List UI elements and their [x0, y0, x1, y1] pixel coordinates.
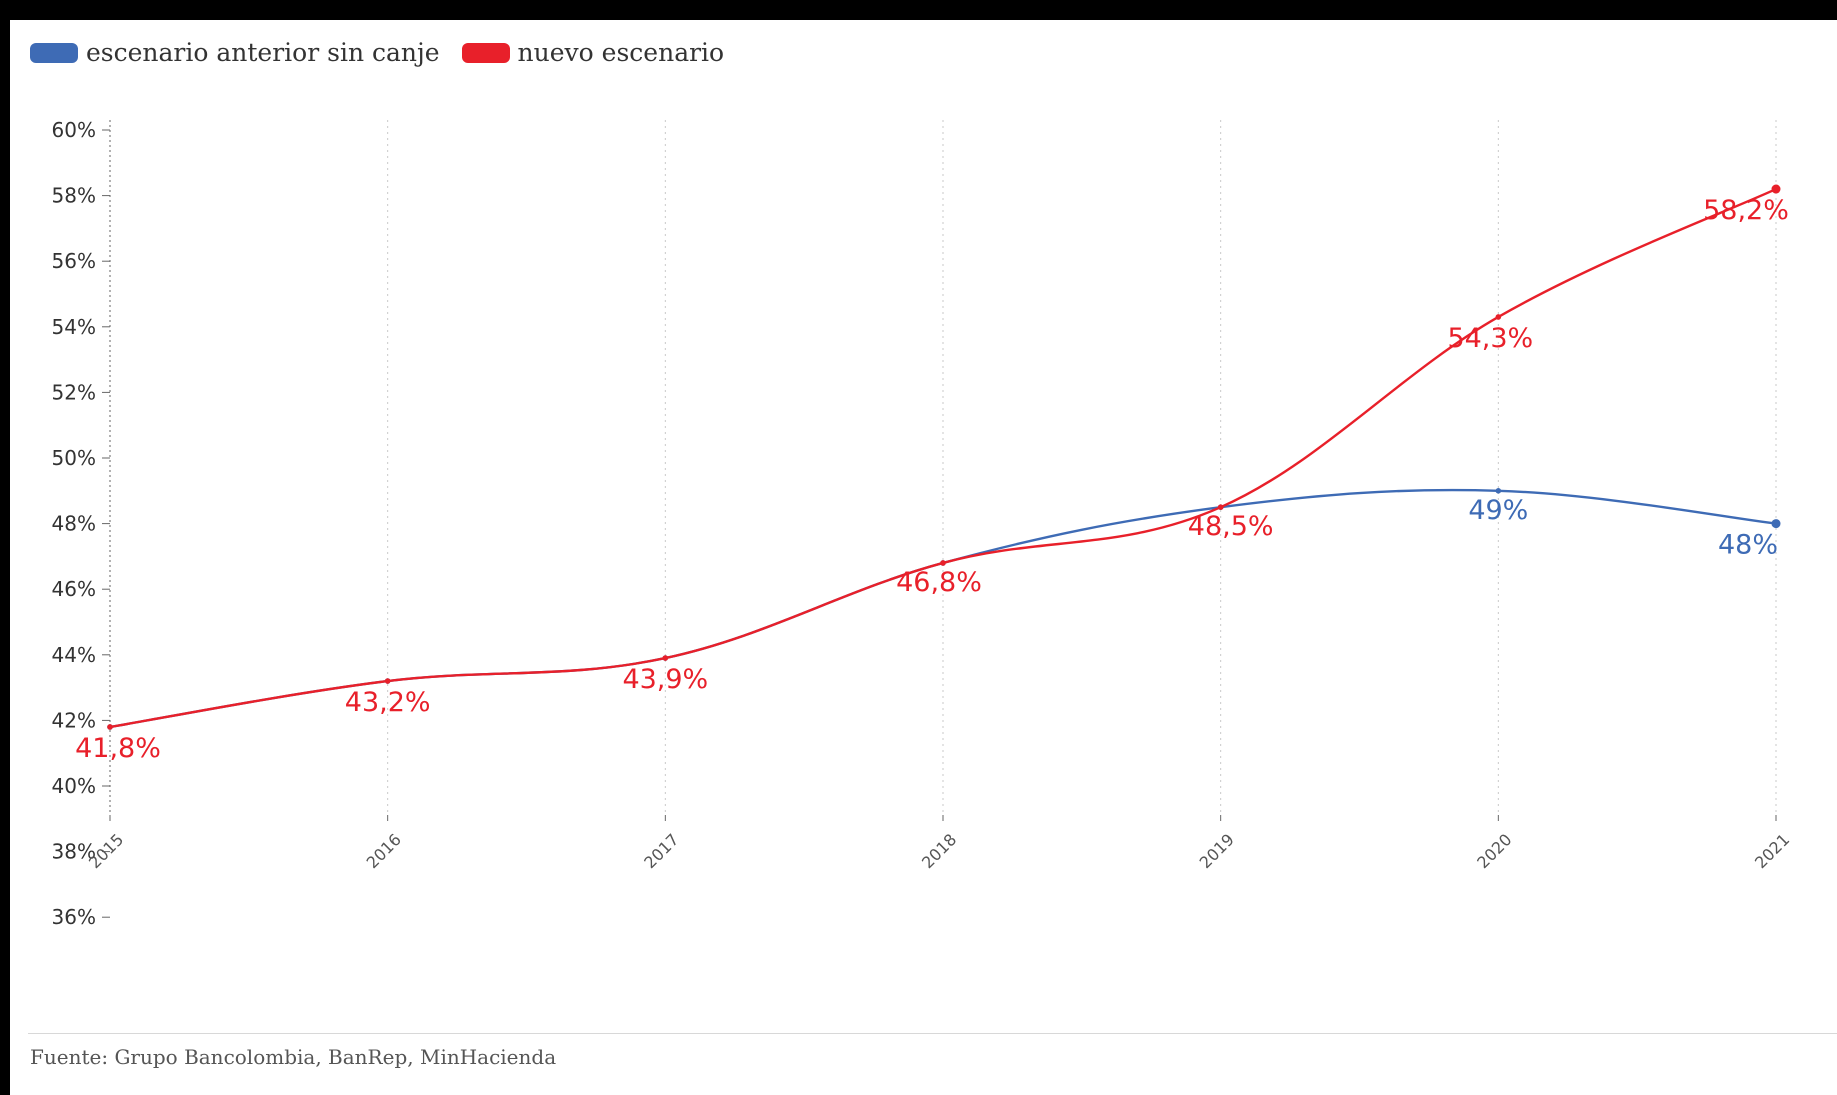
legend-swatch-blue [30, 42, 78, 63]
data-label: 43,2% [345, 687, 431, 718]
y-tick-label: 54% [52, 315, 96, 339]
data-point [1217, 504, 1224, 511]
source-divider [28, 1033, 1837, 1034]
data-point [107, 724, 113, 730]
data-point [940, 560, 946, 566]
data-point [1771, 519, 1781, 529]
x-tick-label: 2017 [640, 830, 682, 872]
data-point [384, 678, 391, 684]
legend-label: escenario anterior sin canje [86, 38, 440, 67]
y-tick-label: 58% [52, 184, 96, 208]
y-tick-label: 44% [52, 643, 96, 667]
data-point [1771, 184, 1781, 194]
data-label: 43,9% [622, 664, 708, 695]
data-label: 46,8% [896, 567, 982, 598]
x-tick-label: 2019 [1196, 830, 1238, 872]
legend-label: nuevo escenario [517, 38, 725, 67]
data-point [662, 655, 669, 661]
data-label: 48% [1718, 530, 1778, 561]
data-point [1495, 314, 1502, 320]
x-tick-label: 2016 [363, 830, 405, 872]
x-tick-label: 2015 [85, 830, 127, 872]
legend-swatch-red [461, 42, 510, 63]
x-tick-label: 2018 [918, 830, 960, 872]
y-tick-label: 40% [52, 774, 96, 798]
legend: escenario anterior sin canje nuevo escen… [30, 38, 746, 67]
legend-item-escenario-anterior[interactable]: escenario anterior sin canje [30, 38, 440, 67]
y-tick-label: 56% [52, 249, 96, 273]
x-tick-label: 2020 [1473, 830, 1515, 872]
y-tick-label: 42% [52, 708, 96, 732]
source-note: Fuente: Grupo Bancolombia, BanRep, MinHa… [30, 1045, 557, 1069]
y-tick-label: 50% [52, 446, 96, 470]
data-label: 54,3% [1447, 323, 1533, 354]
y-tick-label: 46% [52, 577, 96, 601]
data-label: 48,5% [1188, 511, 1274, 542]
y-tick-label: 48% [52, 512, 96, 536]
legend-item-nuevo-escenario[interactable]: nuevo escenario [461, 38, 725, 67]
y-tick-label: 52% [52, 380, 96, 404]
y-tick-label: 38% [52, 840, 96, 864]
line-chart: 60% 58% 56% 54% 52% 50% 48% 46% 44% 42% 40% 38% 36% 2… [52, 118, 1794, 929]
data-label: 41,8% [75, 733, 161, 764]
y-tick-label: 36% [52, 905, 96, 929]
chart-frame: escenario anterior sin canje nuevo escen… [10, 20, 1837, 1095]
y-tick-label: 60% [52, 118, 96, 142]
data-label: 49% [1468, 495, 1528, 526]
data-label: 58,2% [1703, 195, 1789, 226]
data-point [1495, 488, 1502, 494]
x-tick-label: 2021 [1751, 830, 1793, 872]
